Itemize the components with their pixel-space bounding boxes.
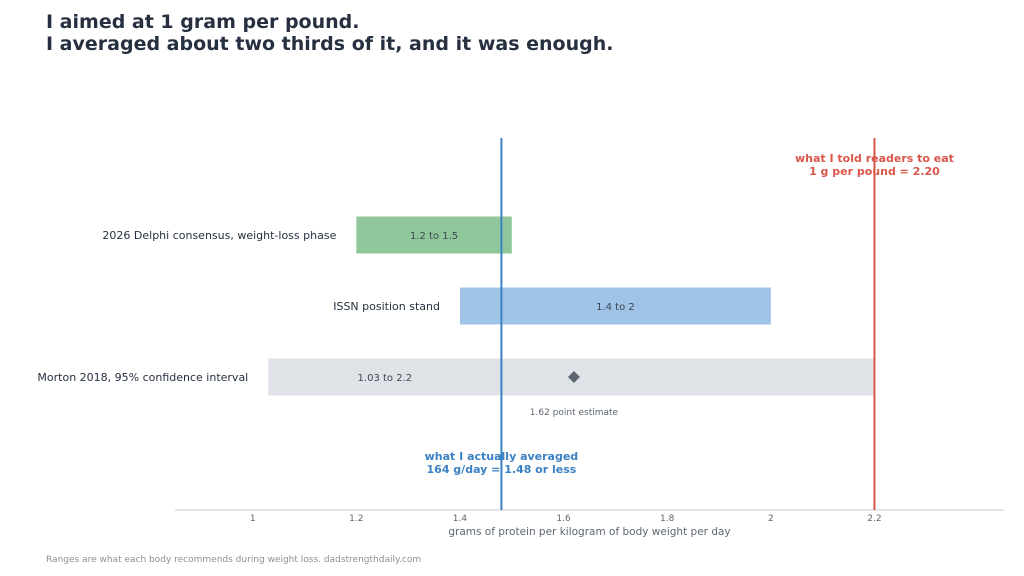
x-tick-label-2: 1.4 — [453, 514, 468, 524]
reference-label-0-line-1: what I actually averaged — [425, 450, 579, 463]
point-estimate-label: 1.62 point estimate — [530, 408, 619, 418]
x-tick-label-3: 1.6 — [556, 514, 571, 524]
point-estimate-marker — [567, 371, 580, 383]
range-bar-1 — [459, 287, 771, 325]
category-label-2: Morton 2018, 95% confidence interval — [37, 371, 248, 384]
chart-title: I aimed at 1 gram per pound. I averaged … — [46, 11, 613, 55]
range-bar-0 — [356, 216, 512, 254]
x-tick-label-6: 2.2 — [867, 514, 881, 524]
footnote: Ranges are what each body recommends dur… — [46, 555, 422, 565]
range-label-1: 1.4 to 2 — [596, 302, 635, 313]
x-tick-label-1: 1.2 — [349, 514, 363, 524]
title-line-2: I averaged about two thirds of it, and i… — [46, 33, 614, 55]
range-label-0: 1.2 to 1.5 — [410, 231, 458, 242]
x-tick-label-4: 1.8 — [660, 514, 675, 524]
category-label-1: ISSN position stand — [333, 300, 440, 313]
reference-label-1-line-2: 1 g per pound = 2.20 — [809, 165, 940, 178]
x-axis-label: grams of protein per kilogram of body we… — [448, 526, 730, 538]
range-label-2: 1.03 to 2.2 — [358, 373, 413, 384]
reference-label-0-line-2: 164 g/day = 1.48 or less — [427, 463, 577, 476]
title-line-1: I aimed at 1 gram per pound. — [46, 11, 360, 33]
x-tick-label-0: 1 — [250, 514, 256, 524]
x-tick-label-5: 2 — [768, 514, 774, 524]
category-label-0: 2026 Delphi consensus, weight-loss phase — [102, 229, 336, 242]
reference-label-1-line-1: what I told readers to eat — [795, 152, 954, 165]
